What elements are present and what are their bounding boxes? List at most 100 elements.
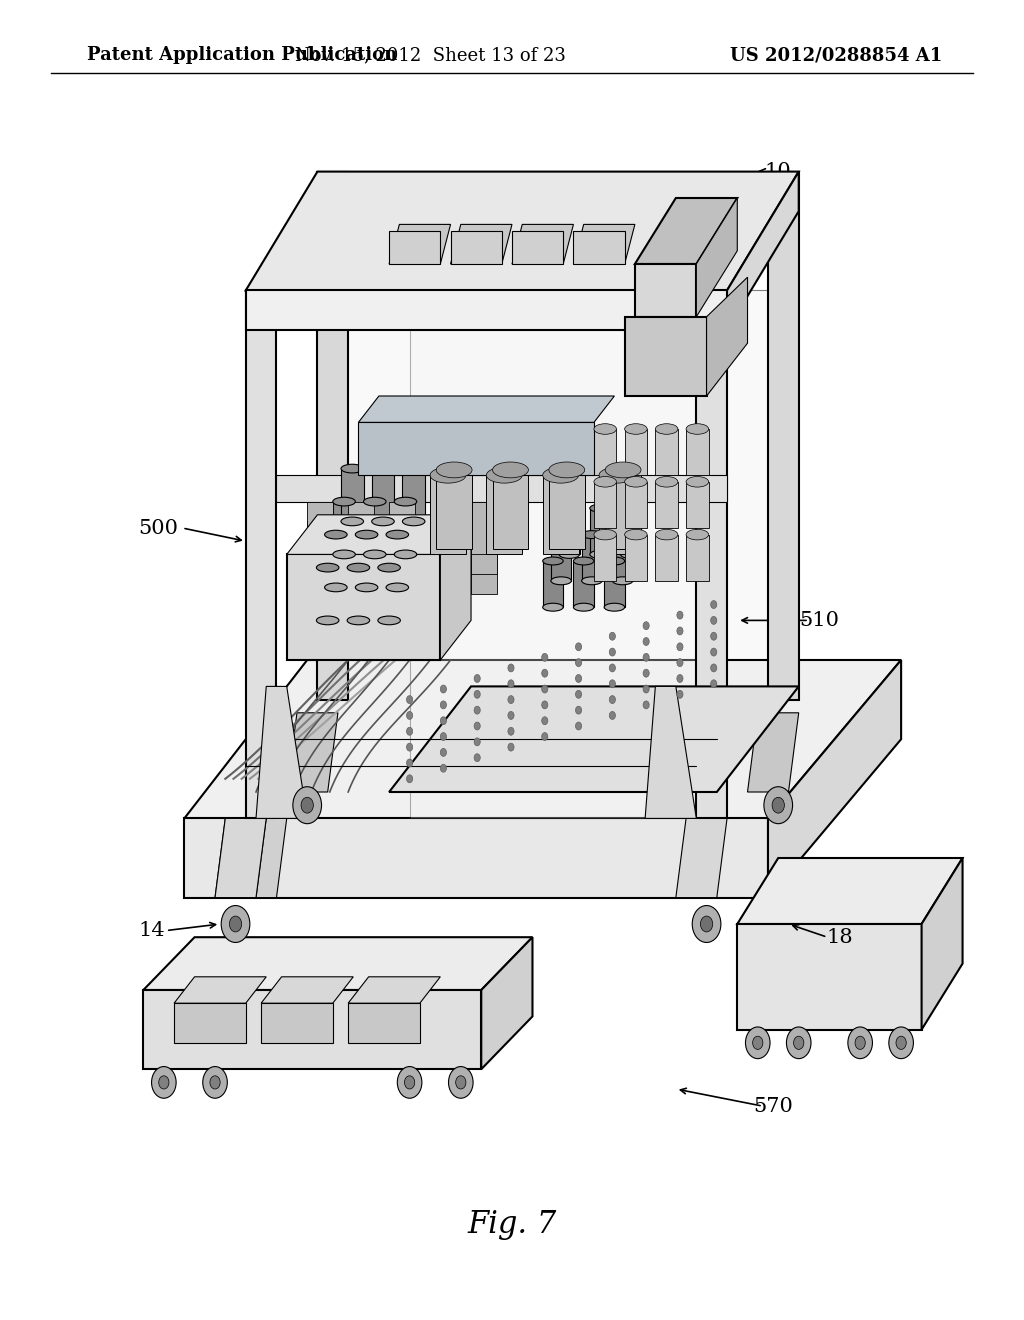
Polygon shape (143, 937, 532, 990)
Ellipse shape (486, 467, 522, 483)
Circle shape (711, 648, 717, 656)
Polygon shape (215, 818, 266, 898)
Bar (307, 502, 333, 554)
Ellipse shape (430, 467, 466, 483)
Bar (471, 521, 497, 574)
Circle shape (474, 690, 480, 698)
Bar (430, 521, 456, 574)
Ellipse shape (551, 531, 571, 539)
Polygon shape (573, 224, 635, 264)
Ellipse shape (325, 583, 347, 591)
Bar (625, 429, 647, 475)
Polygon shape (727, 172, 799, 330)
Polygon shape (512, 224, 573, 264)
Circle shape (711, 664, 717, 672)
Circle shape (229, 916, 242, 932)
Bar (573, 561, 594, 607)
Bar (590, 508, 610, 554)
Bar (316, 568, 339, 620)
Bar (471, 541, 497, 594)
Circle shape (407, 775, 413, 783)
Bar (655, 482, 678, 528)
Circle shape (896, 1036, 906, 1049)
Bar (625, 482, 647, 528)
Polygon shape (184, 818, 768, 898)
Ellipse shape (590, 550, 610, 558)
Circle shape (542, 669, 548, 677)
Polygon shape (676, 818, 727, 898)
Circle shape (609, 648, 615, 656)
Bar (594, 535, 616, 581)
Circle shape (609, 696, 615, 704)
Ellipse shape (436, 462, 472, 478)
Bar (573, 231, 625, 264)
Polygon shape (389, 686, 799, 792)
Bar (386, 535, 409, 587)
Circle shape (677, 611, 683, 619)
Circle shape (474, 738, 480, 746)
Bar (378, 568, 400, 620)
Bar (358, 422, 594, 475)
Bar (430, 475, 466, 554)
Bar (549, 470, 585, 549)
Circle shape (210, 1076, 220, 1089)
Ellipse shape (341, 517, 364, 525)
Bar (389, 541, 415, 594)
Circle shape (711, 601, 717, 609)
Ellipse shape (543, 603, 563, 611)
Ellipse shape (402, 517, 425, 525)
Bar (635, 264, 696, 317)
Circle shape (542, 685, 548, 693)
Bar (621, 508, 641, 554)
Bar (493, 470, 528, 549)
Ellipse shape (612, 577, 633, 585)
Bar (348, 1003, 420, 1043)
Text: Nov. 15, 2012  Sheet 13 of 23: Nov. 15, 2012 Sheet 13 of 23 (295, 46, 565, 65)
Polygon shape (246, 290, 276, 818)
Circle shape (643, 669, 649, 677)
Ellipse shape (325, 531, 347, 539)
Polygon shape (317, 172, 348, 700)
Ellipse shape (686, 529, 709, 540)
Circle shape (609, 711, 615, 719)
Ellipse shape (355, 583, 378, 591)
Bar (436, 470, 472, 549)
Polygon shape (261, 977, 353, 1003)
Circle shape (609, 664, 615, 672)
Polygon shape (410, 330, 696, 818)
Circle shape (575, 706, 582, 714)
Ellipse shape (559, 550, 580, 558)
Polygon shape (696, 198, 737, 317)
Circle shape (643, 685, 649, 693)
Circle shape (397, 1067, 422, 1098)
Ellipse shape (394, 550, 417, 558)
Circle shape (407, 759, 413, 767)
Text: US 2012/0288854 A1: US 2012/0288854 A1 (730, 46, 942, 65)
Circle shape (575, 643, 582, 651)
Ellipse shape (372, 517, 394, 525)
Polygon shape (768, 172, 799, 700)
Bar (348, 521, 374, 574)
Circle shape (677, 643, 683, 651)
Circle shape (889, 1027, 913, 1059)
Circle shape (575, 690, 582, 698)
Ellipse shape (582, 577, 602, 585)
Polygon shape (481, 937, 532, 1069)
Ellipse shape (621, 504, 641, 512)
Bar (471, 502, 497, 554)
Circle shape (575, 659, 582, 667)
Circle shape (474, 706, 480, 714)
Bar (174, 1003, 246, 1043)
Ellipse shape (543, 557, 563, 565)
Bar (394, 502, 417, 554)
Bar (389, 231, 440, 264)
Circle shape (474, 722, 480, 730)
Circle shape (508, 727, 514, 735)
Circle shape (609, 680, 615, 688)
Circle shape (407, 727, 413, 735)
Ellipse shape (386, 583, 409, 591)
Bar (372, 469, 394, 521)
Polygon shape (451, 224, 512, 264)
Polygon shape (215, 818, 246, 898)
Text: 14: 14 (138, 921, 165, 940)
